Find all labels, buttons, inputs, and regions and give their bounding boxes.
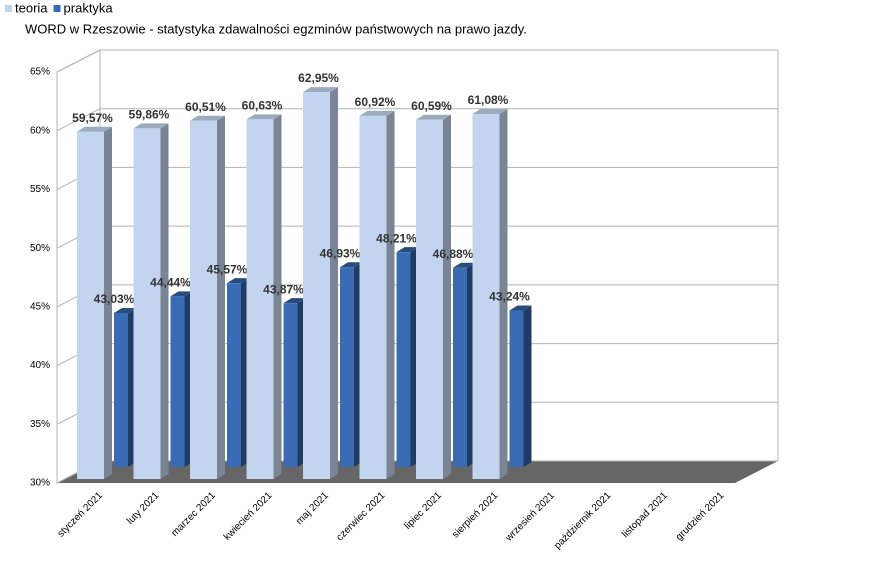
bar xyxy=(114,312,128,467)
bar-side xyxy=(499,109,508,480)
data-label: 44,44% xyxy=(150,276,191,290)
data-label: 45,57% xyxy=(207,262,248,276)
y-tick-label: 45% xyxy=(30,301,50,312)
bar-top xyxy=(303,87,338,93)
data-label: 43,03% xyxy=(94,292,135,306)
data-label: 59,86% xyxy=(129,108,170,122)
bar xyxy=(133,128,161,480)
y-tick-label: 65% xyxy=(30,67,50,78)
x-tick-label: luty 2021 xyxy=(125,490,162,527)
bar-top xyxy=(246,114,282,120)
y-tick-label: 35% xyxy=(30,419,50,430)
bar-top xyxy=(114,307,136,313)
bar xyxy=(359,115,387,479)
y-tick-label: 50% xyxy=(30,243,50,254)
data-label: 60,92% xyxy=(355,95,396,109)
bar-top xyxy=(453,262,475,268)
data-label: 62,95% xyxy=(298,71,339,85)
data-label: 60,63% xyxy=(242,98,283,112)
bar-side xyxy=(217,115,225,479)
legend-swatch xyxy=(53,5,61,12)
legend-swatch xyxy=(5,5,12,12)
data-label: 59,57% xyxy=(72,111,113,125)
bar-top xyxy=(472,109,508,115)
x-tick-label: kwiecień 2021 xyxy=(222,490,275,543)
bar xyxy=(472,114,500,480)
bar-top xyxy=(227,278,249,284)
data-label: 43,87% xyxy=(263,282,304,296)
bar-top xyxy=(509,305,532,311)
x-tick-label: styczeń 2021 xyxy=(56,490,106,540)
data-label: 48,21% xyxy=(376,231,417,245)
bar-side xyxy=(386,110,395,479)
bar xyxy=(453,267,467,467)
y-tick-label: 30% xyxy=(30,478,50,489)
bar xyxy=(227,283,241,467)
y-tick-label: 55% xyxy=(30,184,50,195)
bar-top xyxy=(359,110,395,116)
x-tick-label: czerwiec 2021 xyxy=(335,490,388,543)
data-label: 46,93% xyxy=(320,246,361,260)
data-label: 43,24% xyxy=(489,290,530,304)
x-tick-label: grudzień 2021 xyxy=(674,490,727,543)
bar-side xyxy=(273,114,282,479)
bar-top xyxy=(396,247,419,253)
bar xyxy=(283,303,298,467)
legend-label: praktyka xyxy=(64,0,114,15)
bar-top xyxy=(283,298,306,304)
x-tick-label: sierpień 2021 xyxy=(450,490,501,541)
bar-side xyxy=(104,126,112,479)
bar xyxy=(509,310,524,467)
bar-side xyxy=(443,114,451,479)
bar xyxy=(416,119,443,479)
bar-top xyxy=(170,291,193,297)
bar-top xyxy=(190,115,225,121)
x-tick-label: marzec 2021 xyxy=(169,490,218,539)
bar xyxy=(303,92,330,479)
x-tick-label: listopad 2021 xyxy=(620,490,670,540)
grid-line xyxy=(56,108,778,132)
x-tick-label: lipiec 2021 xyxy=(402,490,444,532)
data-label: 46,88% xyxy=(433,247,474,261)
y-tick-label: 60% xyxy=(30,125,50,136)
bar-side xyxy=(330,87,338,479)
data-label: 60,59% xyxy=(411,99,452,113)
bar-top xyxy=(416,114,451,120)
bar-side xyxy=(523,305,532,467)
data-label: 60,51% xyxy=(185,100,226,114)
data-label: 61,08% xyxy=(468,93,509,107)
grid-line xyxy=(56,49,778,73)
bar-top xyxy=(133,123,169,129)
bar xyxy=(190,120,217,479)
chart-title: WORD w Rzeszowie - statystyka zdawalnośc… xyxy=(25,21,527,36)
bar-side xyxy=(160,123,169,480)
bar xyxy=(77,131,104,479)
bar xyxy=(170,296,185,467)
bar xyxy=(340,267,354,467)
x-tick-label: październik 2021 xyxy=(552,490,614,552)
bar-top xyxy=(77,126,112,132)
y-tick-label: 40% xyxy=(30,360,50,371)
bar xyxy=(246,119,274,479)
legend-label: teoria xyxy=(15,0,48,15)
x-tick-label: wrzesień 2021 xyxy=(503,490,557,544)
bar xyxy=(396,252,411,467)
x-tick-label: maj 2021 xyxy=(294,490,331,527)
bar-top xyxy=(340,262,362,268)
